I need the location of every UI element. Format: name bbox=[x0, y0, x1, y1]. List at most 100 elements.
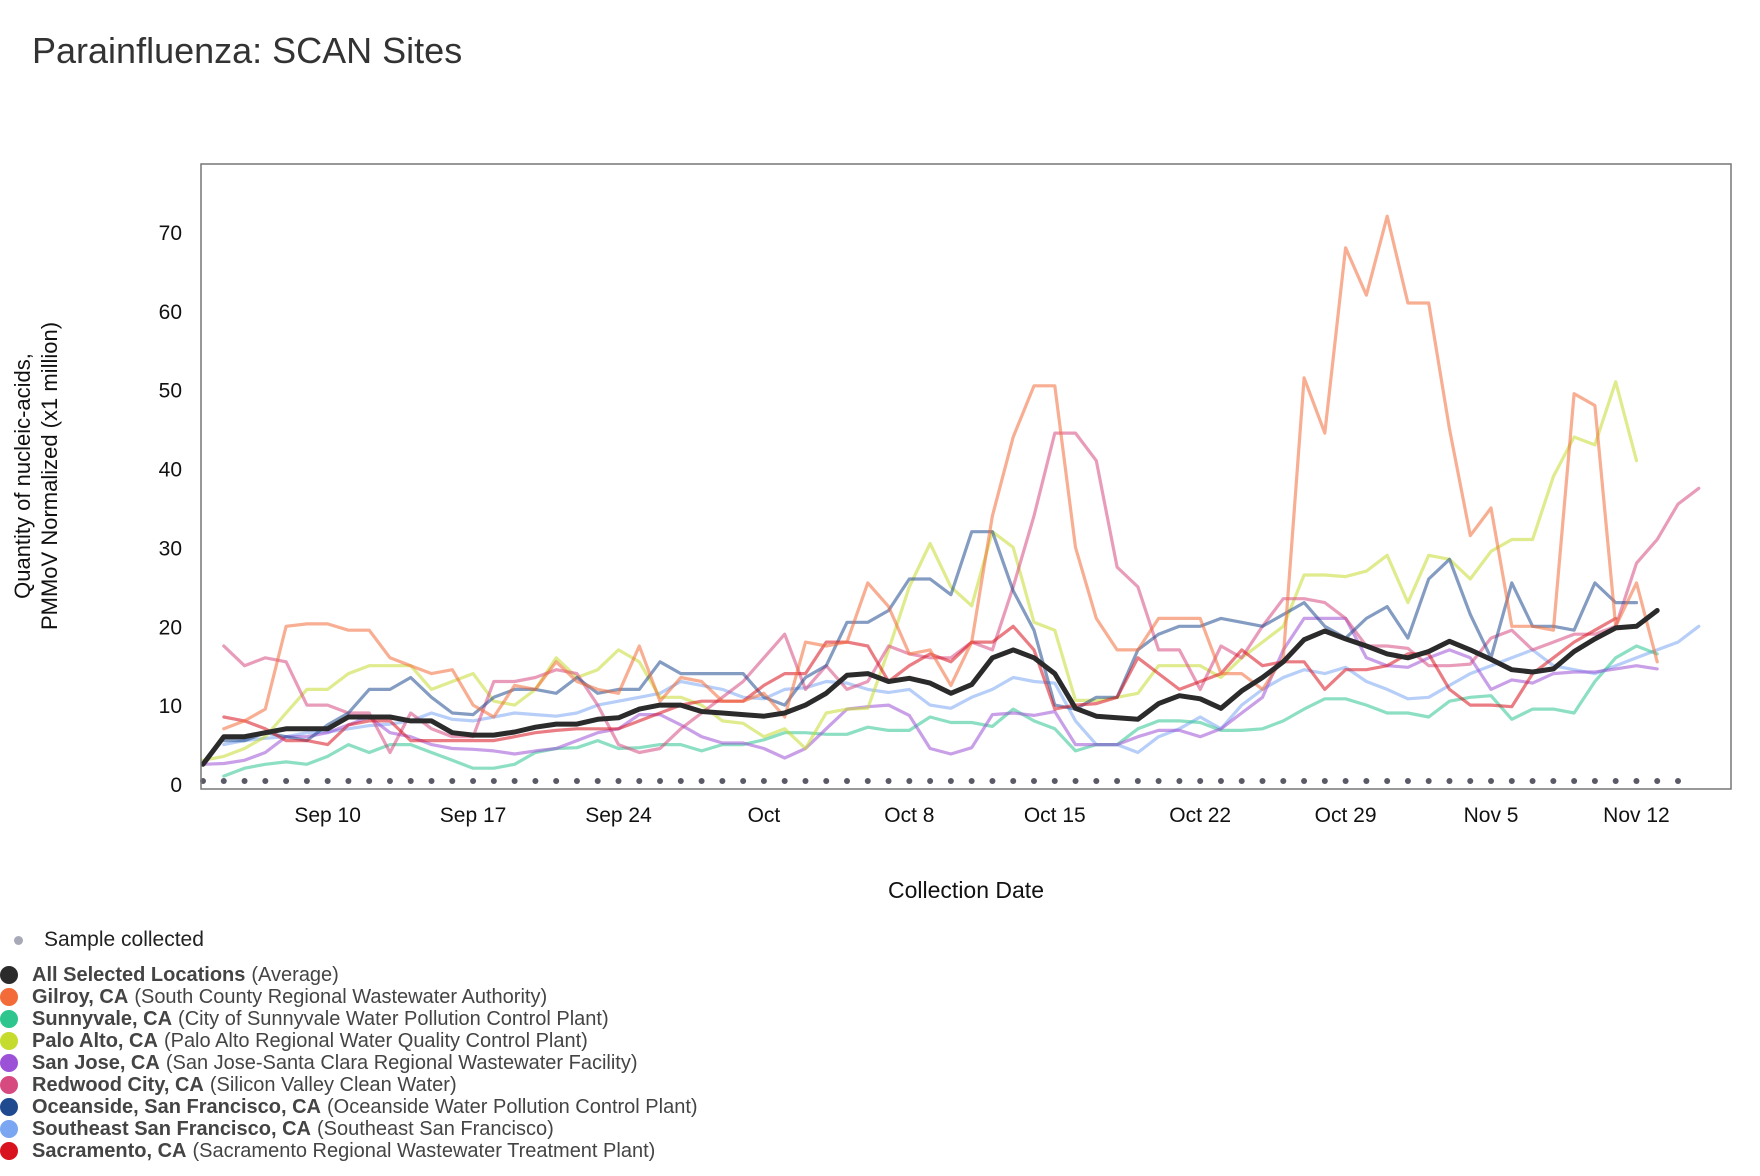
series-line-paloalto bbox=[201, 380, 1639, 762]
sample-marker bbox=[1675, 778, 1681, 784]
x-tick-label: Sep 24 bbox=[585, 804, 652, 827]
legend-name: All Selected Locations bbox=[32, 964, 246, 986]
legend-dot-icon bbox=[0, 1142, 18, 1160]
sample-marker bbox=[1010, 778, 1017, 784]
sample-legend-label: Sample collected bbox=[44, 928, 204, 951]
y-axis-label-line-2: PMMoV Normalized (x1 million) bbox=[37, 322, 62, 630]
x-tick-label: Oct 29 bbox=[1315, 804, 1377, 827]
sample-marker bbox=[1550, 778, 1557, 784]
series-line-gilroy bbox=[222, 214, 1659, 731]
sample-marker bbox=[220, 778, 227, 784]
sample-marker bbox=[428, 778, 435, 784]
series-line-sesf bbox=[222, 624, 1701, 755]
sample-marker bbox=[615, 778, 622, 784]
sample-marker bbox=[345, 778, 352, 784]
sample-marker bbox=[823, 778, 830, 784]
sample-marker bbox=[1321, 778, 1328, 784]
sample-marker bbox=[677, 778, 684, 784]
legend-description: (San Jose-Santa Clara Regional Wastewate… bbox=[165, 1052, 638, 1074]
x-tick-label: Oct 15 bbox=[1024, 804, 1086, 827]
legend-name: Sacramento, CA bbox=[32, 1140, 187, 1162]
sample-marker bbox=[1301, 778, 1308, 784]
legend-item-gilroy[interactable]: Gilroy, CA (South County Regional Wastewa… bbox=[0, 986, 547, 1008]
legend-description: (City of Sunnyvale Water Pollution Contr… bbox=[178, 1008, 609, 1030]
legend-item-sanjose[interactable]: San Jose, CA (San Jose-Santa Clara Region… bbox=[0, 1052, 638, 1074]
sample-marker bbox=[1612, 778, 1619, 784]
legend-item-paloalto[interactable]: Palo Alto, CA (Palo Alto Regional Water Q… bbox=[0, 1030, 588, 1052]
sample-marker bbox=[1425, 778, 1432, 784]
y-tick-label: 70 bbox=[159, 222, 182, 245]
sample-marker bbox=[1467, 778, 1474, 784]
y-axis-label-line-1: Quantity of nucleic-acids, bbox=[10, 353, 35, 599]
legend-name: Gilroy, CA bbox=[32, 986, 129, 1008]
legend-description: (Oceanside Water Pollution Control Plant… bbox=[327, 1096, 698, 1118]
sample-marker bbox=[1114, 778, 1121, 784]
sample-marker bbox=[1093, 778, 1100, 784]
x-tick-label: Oct 22 bbox=[1169, 804, 1231, 827]
sample-marker bbox=[1030, 778, 1037, 784]
y-tick-label: 10 bbox=[159, 695, 182, 718]
sample-marker bbox=[968, 778, 975, 784]
sample-marker bbox=[241, 778, 248, 784]
sample-marker bbox=[449, 778, 456, 784]
series-line-sunnyvale bbox=[222, 644, 1659, 778]
sample-marker bbox=[885, 778, 892, 784]
plot-area bbox=[200, 163, 1732, 790]
x-tick-label: Nov 5 bbox=[1464, 804, 1519, 827]
sample-marker bbox=[698, 778, 705, 784]
chart-title: Parainfluenza: SCAN Sites bbox=[32, 30, 463, 71]
sample-marker bbox=[1446, 778, 1453, 784]
legend-item-sunnyvale[interactable]: Sunnyvale, CA (City of Sunnyvale Water Po… bbox=[0, 1008, 609, 1030]
legend-item-sesf[interactable]: Southeast San Francisco, CA (Southeast Sa… bbox=[0, 1118, 554, 1140]
legend-dot-icon bbox=[0, 988, 18, 1006]
y-tick-label: 30 bbox=[159, 537, 182, 560]
legend-description: (Average) bbox=[251, 964, 339, 986]
sample-marker bbox=[407, 778, 414, 784]
sample-marker bbox=[470, 778, 477, 784]
sample-marker bbox=[740, 778, 747, 784]
legend-item-avg[interactable]: All Selected Locations (Average) bbox=[0, 964, 339, 986]
sample-marker bbox=[844, 778, 851, 784]
sample-marker bbox=[1404, 778, 1411, 784]
sample-marker bbox=[1633, 778, 1640, 784]
legend-description: (Silicon Valley Clean Water) bbox=[209, 1074, 457, 1096]
legend-name: Redwood City, CA bbox=[32, 1074, 204, 1096]
sample-marker bbox=[1155, 778, 1162, 784]
legend-name: Southeast San Francisco, CA bbox=[32, 1118, 311, 1140]
x-axis-label: Collection Date bbox=[888, 877, 1044, 900]
sample-marker bbox=[490, 778, 497, 784]
sample-marker bbox=[532, 778, 539, 784]
sample-marker bbox=[1508, 778, 1515, 784]
legend-item-oceanside[interactable]: Oceanside, San Francisco, CA (Oceanside W… bbox=[0, 1096, 698, 1118]
series-line-avg bbox=[200, 608, 1660, 767]
legend-item-sacramento[interactable]: Sacramento, CA (Sacramento Regional Waste… bbox=[0, 1140, 655, 1162]
sample-marker bbox=[1259, 778, 1266, 784]
sample-marker bbox=[760, 778, 767, 784]
sample-marker bbox=[594, 778, 601, 784]
series-line-sanjose bbox=[201, 616, 1659, 766]
sample-marker bbox=[1384, 778, 1391, 784]
sample-marker bbox=[1217, 778, 1224, 784]
y-tick-label: 60 bbox=[159, 301, 182, 324]
legend-description: (Southeast San Francisco) bbox=[316, 1118, 554, 1140]
y-tick-label: 20 bbox=[159, 616, 182, 639]
sample-marker bbox=[1529, 778, 1536, 784]
legend-name: Oceanside, San Francisco, CA bbox=[32, 1096, 321, 1118]
y-tick-label: 0 bbox=[170, 774, 182, 797]
sample-marker bbox=[1571, 778, 1578, 784]
y-axis-label: Quantity of nucleic-acids, PMMoV Normaliz… bbox=[10, 322, 62, 630]
legend-item-redwood[interactable]: Redwood City, CA (Silicon Valley Clean Wa… bbox=[0, 1074, 457, 1096]
sample-marker bbox=[1238, 778, 1245, 784]
legend-dot-icon bbox=[0, 966, 18, 984]
series-line-oceanside bbox=[222, 530, 1639, 743]
sample-marker bbox=[1591, 778, 1598, 784]
series-line-sacramento bbox=[222, 616, 1618, 747]
sample-marker bbox=[283, 778, 290, 784]
legend-description: (Sacramento Regional Wastewater Treatmen… bbox=[192, 1140, 656, 1162]
sample-marker bbox=[1197, 778, 1204, 784]
y-tick-label: 40 bbox=[159, 459, 182, 482]
legend-dot-icon bbox=[0, 1120, 18, 1138]
legend-dot-icon bbox=[0, 1098, 18, 1116]
line-chart: Quantity of nucleic-acids, PMMoV Normaliz… bbox=[10, 163, 1732, 900]
sample-marker bbox=[1363, 778, 1370, 784]
